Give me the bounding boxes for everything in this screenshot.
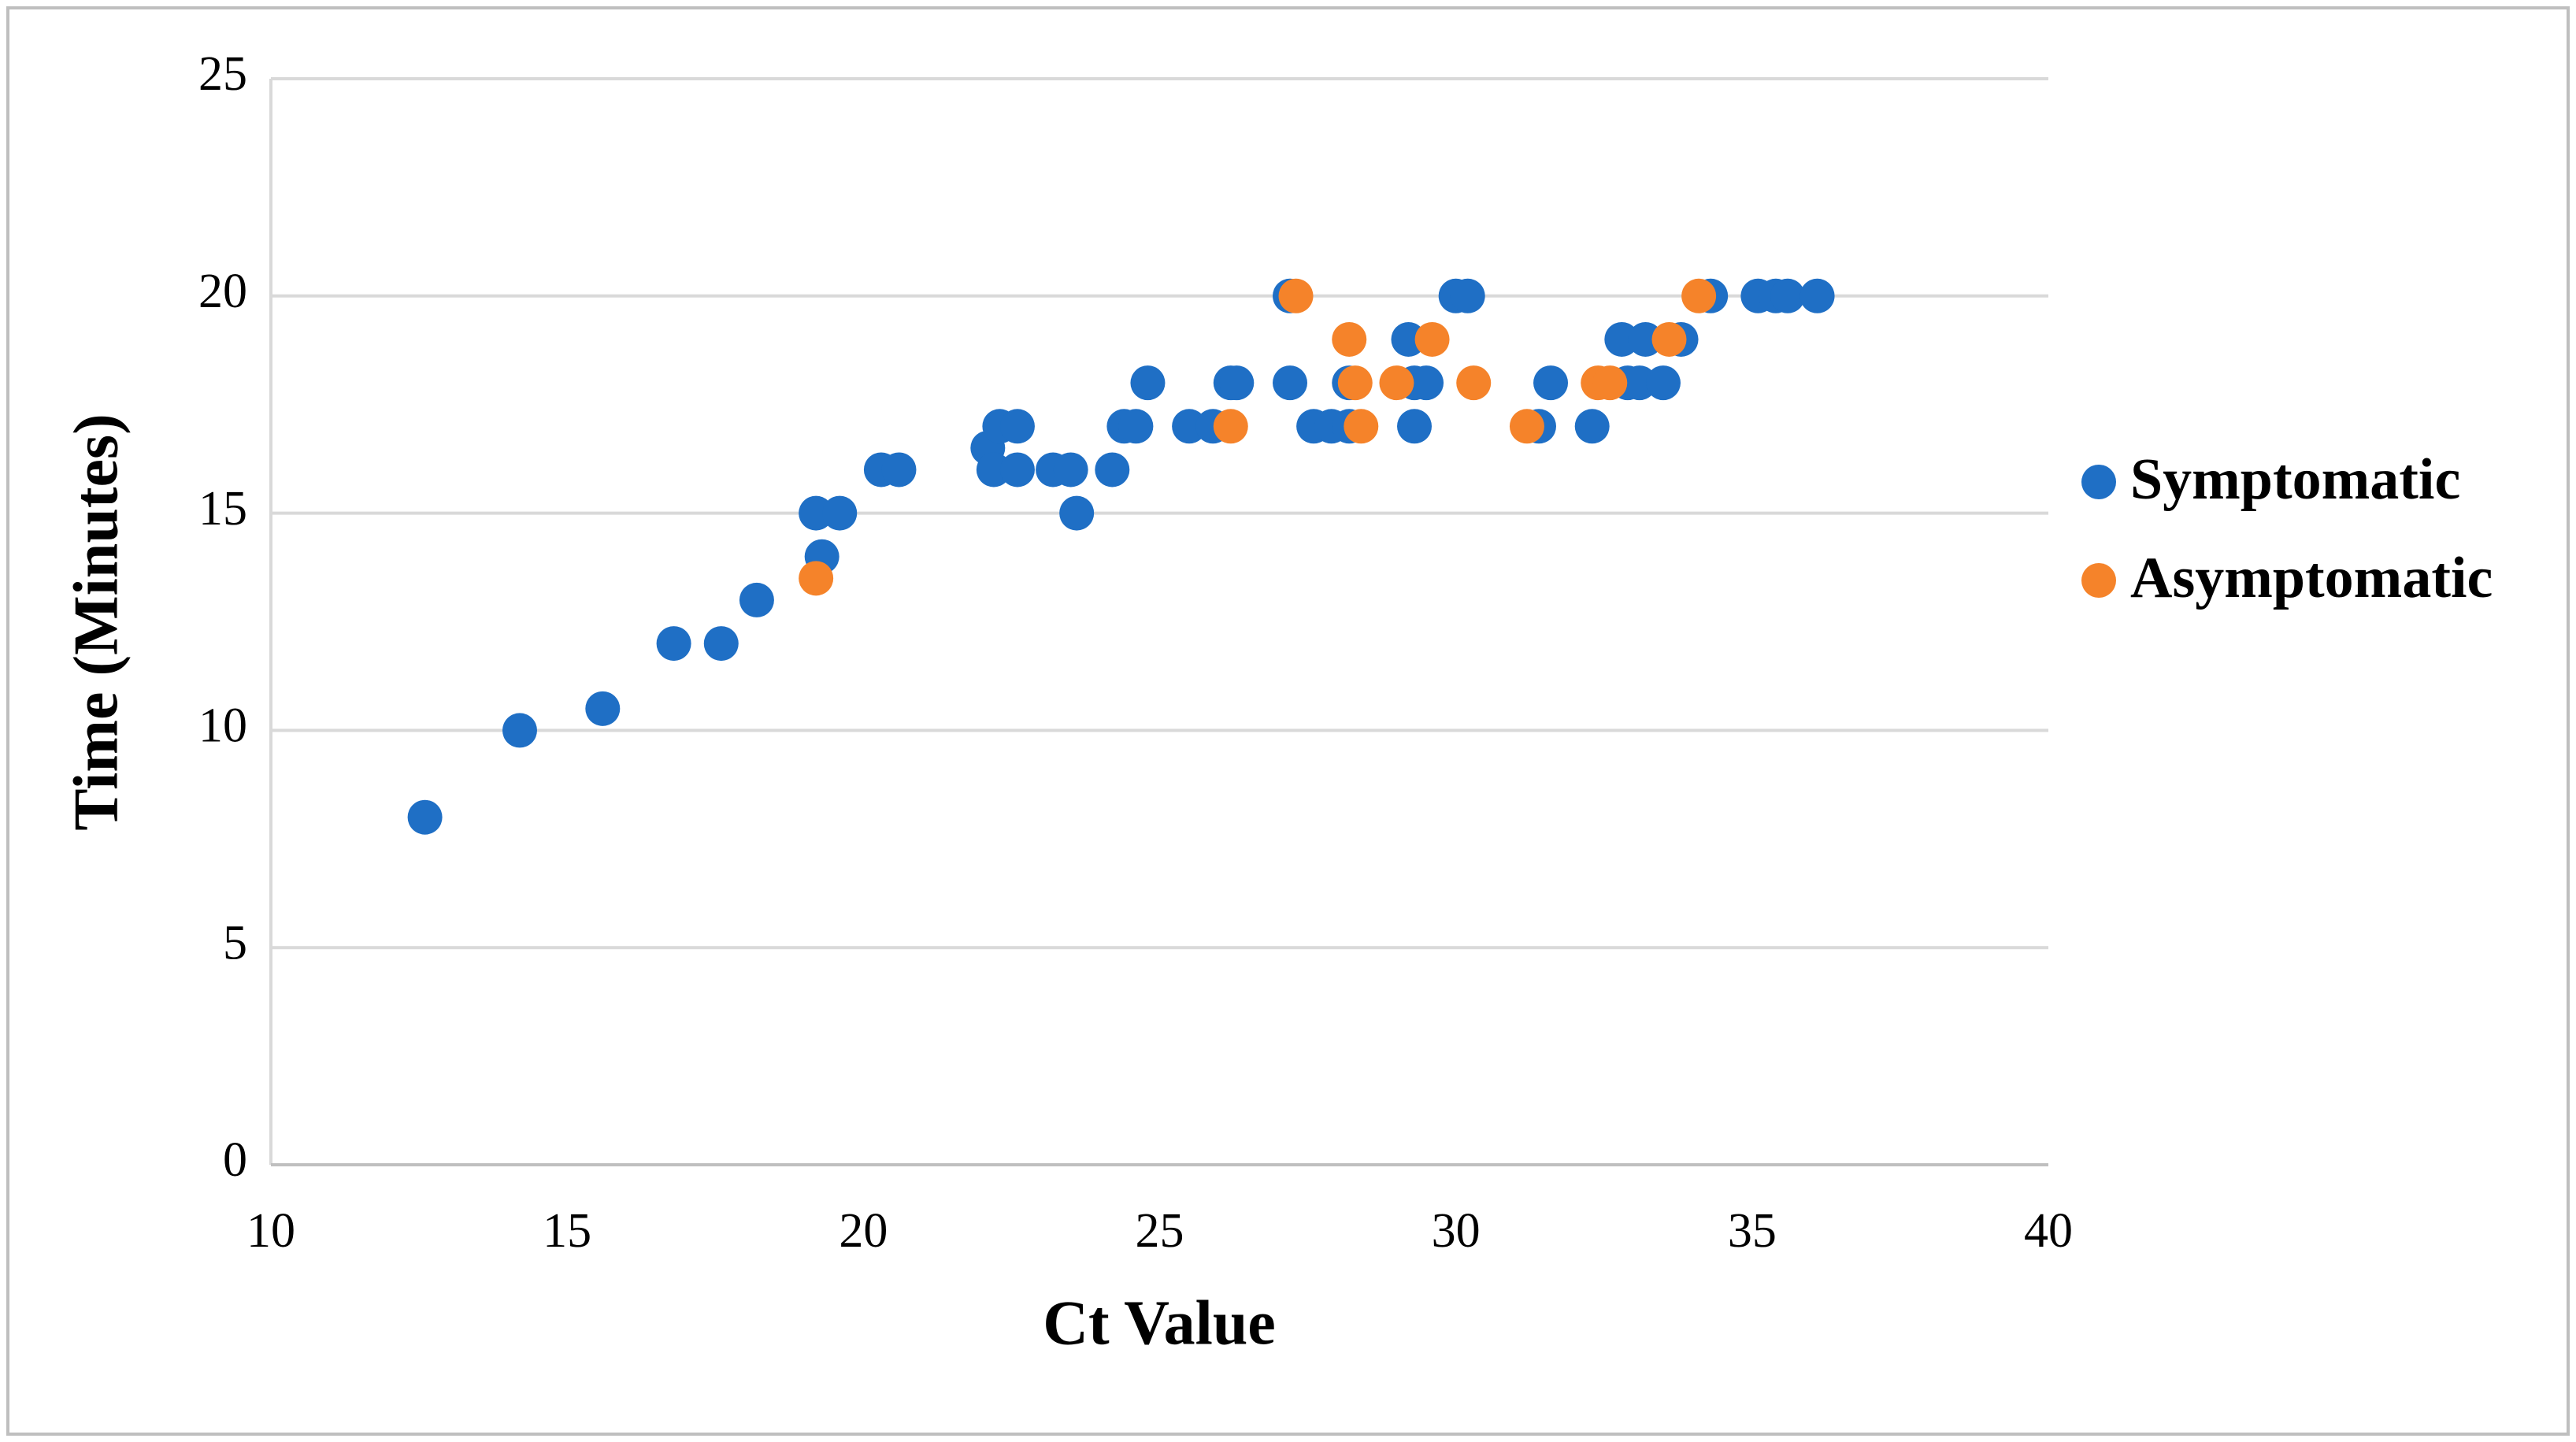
point xyxy=(1645,365,1681,401)
point xyxy=(1628,321,1663,357)
y-tick-label: 0 xyxy=(223,1133,247,1187)
y-tick-label: 10 xyxy=(198,699,247,753)
point xyxy=(1213,409,1248,444)
x-axis-title: Ct Value xyxy=(1043,1288,1276,1358)
point xyxy=(656,626,691,662)
y-tick-label: 15 xyxy=(198,482,247,536)
point xyxy=(1770,278,1805,313)
x-tick-label: 20 xyxy=(839,1204,888,1258)
x-tick-label: 25 xyxy=(1136,1204,1184,1258)
point xyxy=(1053,452,1088,487)
point xyxy=(822,495,858,531)
point xyxy=(999,452,1035,487)
point xyxy=(1337,365,1373,401)
point xyxy=(1219,365,1255,401)
point xyxy=(502,713,537,748)
point xyxy=(1533,365,1569,401)
point xyxy=(1095,452,1130,487)
point xyxy=(1118,409,1154,444)
point xyxy=(1604,321,1640,357)
x-tick-label: 35 xyxy=(1728,1204,1777,1258)
y-tick-label: 20 xyxy=(198,265,247,318)
point xyxy=(1574,409,1610,444)
legend-marker xyxy=(2081,465,2116,499)
y-tick-label: 5 xyxy=(223,916,247,969)
point xyxy=(739,582,774,617)
point xyxy=(1651,321,1687,357)
point xyxy=(1344,409,1379,444)
point xyxy=(1130,365,1166,401)
x-tick-label: 40 xyxy=(2024,1204,2073,1258)
point xyxy=(1278,278,1314,313)
point xyxy=(1391,321,1426,357)
point xyxy=(1799,278,1835,313)
point xyxy=(999,409,1035,444)
point xyxy=(1172,409,1207,444)
point xyxy=(1681,278,1717,313)
point xyxy=(881,452,917,487)
legend-label: Symptomatic xyxy=(2130,447,2460,512)
point xyxy=(976,452,1011,487)
x-tick-label: 10 xyxy=(246,1204,295,1258)
y-tick-label: 25 xyxy=(198,47,247,101)
point xyxy=(1456,365,1492,401)
point xyxy=(1509,409,1544,444)
point xyxy=(799,495,834,531)
x-tick-label: 30 xyxy=(1432,1204,1481,1258)
point xyxy=(1059,495,1095,531)
point xyxy=(1414,321,1450,357)
legend-marker xyxy=(2081,563,2116,598)
point xyxy=(1409,365,1444,401)
point xyxy=(1397,409,1433,444)
point xyxy=(1450,278,1485,313)
point xyxy=(799,561,834,596)
point xyxy=(1622,365,1657,401)
point xyxy=(407,799,443,835)
point xyxy=(1332,321,1367,357)
chart-border xyxy=(6,6,2570,1436)
point xyxy=(703,626,739,662)
point xyxy=(1379,365,1414,401)
legend-label: Asymptomatic xyxy=(2130,546,2493,610)
x-tick-label: 15 xyxy=(543,1204,591,1258)
y-axis-title: Time (Minutes) xyxy=(61,413,131,831)
point xyxy=(585,691,621,726)
point xyxy=(1592,365,1628,401)
point xyxy=(1273,365,1308,401)
